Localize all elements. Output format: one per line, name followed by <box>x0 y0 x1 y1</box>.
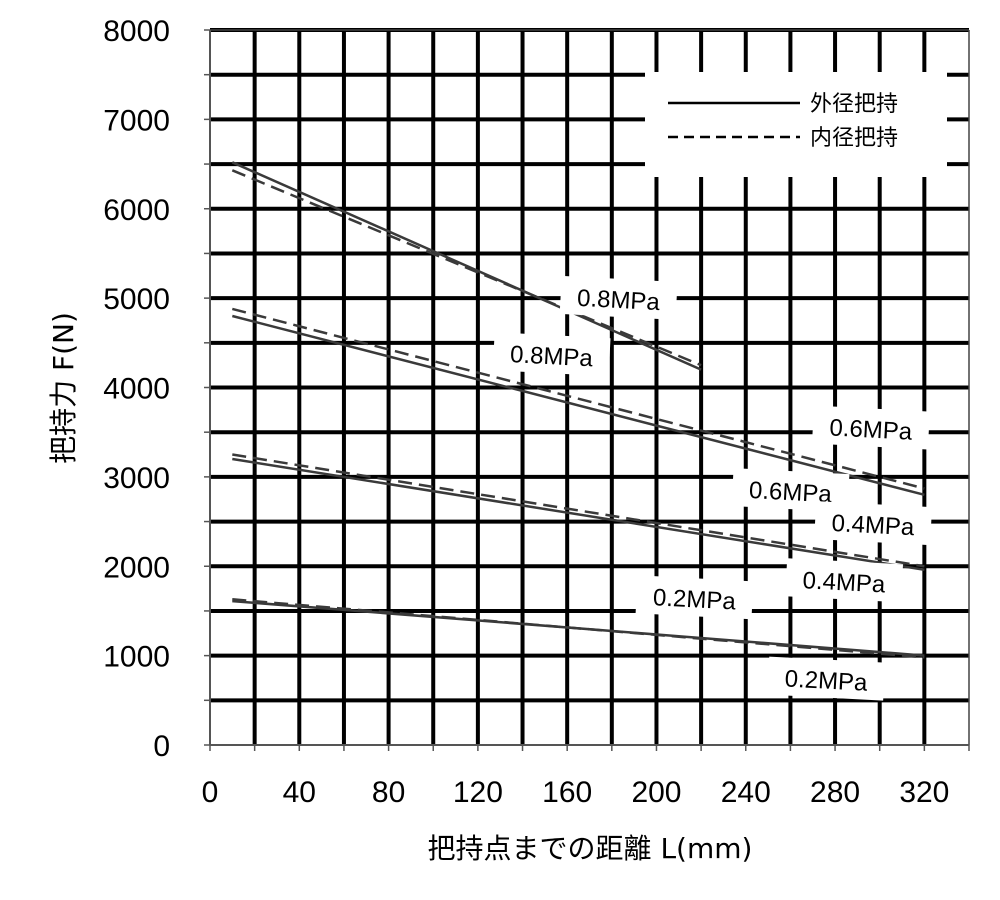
x-tick-label: 80 <box>372 776 405 809</box>
y-tick-label: 4000 <box>103 373 170 406</box>
series-line-0-4MPa-dashed <box>232 453 925 568</box>
y-tick-label: 6000 <box>103 194 170 227</box>
pressure-label-text: 0.2MPa <box>652 584 737 615</box>
y-tick-label: 2000 <box>103 551 170 584</box>
series-lines <box>231 161 925 659</box>
series-line-0-8MPa-solid <box>231 161 702 371</box>
x-tick-label: 40 <box>283 776 316 809</box>
pressure-label-background <box>492 332 611 377</box>
series-line-0-8MPa-dashed <box>231 169 702 367</box>
series-line-0-2MPa-dashed <box>232 598 925 659</box>
pressure-label-text: 0.8MPa <box>509 341 594 372</box>
x-tick-label: 0 <box>202 776 219 809</box>
x-tick-label: 280 <box>810 776 860 809</box>
y-axis-label: 把持力 F(N) <box>47 312 80 464</box>
pressure-label-text: 0.4MPa <box>831 510 916 541</box>
pressure-label: 0.2MPa <box>635 575 754 620</box>
pressure-label-background <box>811 405 930 450</box>
y-tick-label: 0 <box>153 730 170 763</box>
x-axis-label: 把持点までの距離 L(mm) <box>428 832 753 865</box>
pressure-label: 0.4MPa <box>785 558 904 603</box>
pressure-label: 0.4MPa <box>814 501 933 546</box>
pressure-label-text: 0.6MPa <box>829 414 914 445</box>
series-line-0-4MPa-solid <box>232 457 925 572</box>
x-tick-label: 320 <box>899 776 949 809</box>
y-tick-label: 7000 <box>103 104 170 137</box>
pressure-label-text: 0.2MPa <box>784 665 869 696</box>
pressure-label-background <box>767 656 886 701</box>
legend-label: 内径把持 <box>810 126 898 151</box>
pressure-label: 0.8MPa <box>492 332 611 377</box>
pressure-label-text: 0.8MPa <box>576 285 661 316</box>
y-tick-label: 3000 <box>103 462 170 495</box>
y-tick-label: 5000 <box>103 283 170 316</box>
x-tick-label: 240 <box>721 776 771 809</box>
pressure-label-background <box>635 575 754 620</box>
x-tick-label: 200 <box>631 776 681 809</box>
pressure-labels: 0.8MPa0.8MPa0.6MPa0.6MPa0.4MPa0.4MPa0.2M… <box>492 275 933 701</box>
y-tick-label: 1000 <box>103 641 170 674</box>
y-tick-label: 8000 <box>103 15 170 48</box>
plot-frame <box>204 29 970 751</box>
pressure-label: 0.8MPa <box>559 275 678 320</box>
tick-labels: 0 1000 2000 3000 4000 5000 6000 7000 8000 0 40 80 12… <box>103 15 949 809</box>
legend-box <box>645 72 947 177</box>
pressure-label: 0.2MPa <box>767 656 886 701</box>
pressure-label-background <box>731 468 850 513</box>
series-line-0-6MPa-dashed <box>231 307 925 490</box>
pressure-label-background <box>559 275 678 320</box>
pressure-label: 0.6MPa <box>811 405 930 450</box>
series-line-0-6MPa-solid <box>231 314 925 497</box>
x-tick-label: 120 <box>453 776 503 809</box>
pressure-label-background <box>814 501 933 546</box>
x-tick-label: 160 <box>542 776 592 809</box>
pressure-label-background <box>785 558 904 603</box>
legend-label: 外径把持 <box>810 92 898 117</box>
pressure-label-text: 0.4MPa <box>802 567 887 598</box>
